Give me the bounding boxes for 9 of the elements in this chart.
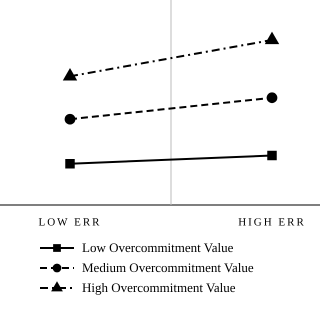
- point: [65, 159, 75, 168]
- x-tick-label: HIGH ERR: [238, 216, 306, 229]
- x-tick-label: LOW ERR: [38, 216, 102, 229]
- point: [267, 150, 277, 160]
- legend-label: High Overcommitment Value: [82, 280, 236, 295]
- legend-label: Medium Overcommitment Value: [82, 260, 254, 275]
- point: [266, 92, 278, 104]
- point: [64, 114, 76, 125]
- legend-label: Low Overcommitment Value: [82, 240, 234, 255]
